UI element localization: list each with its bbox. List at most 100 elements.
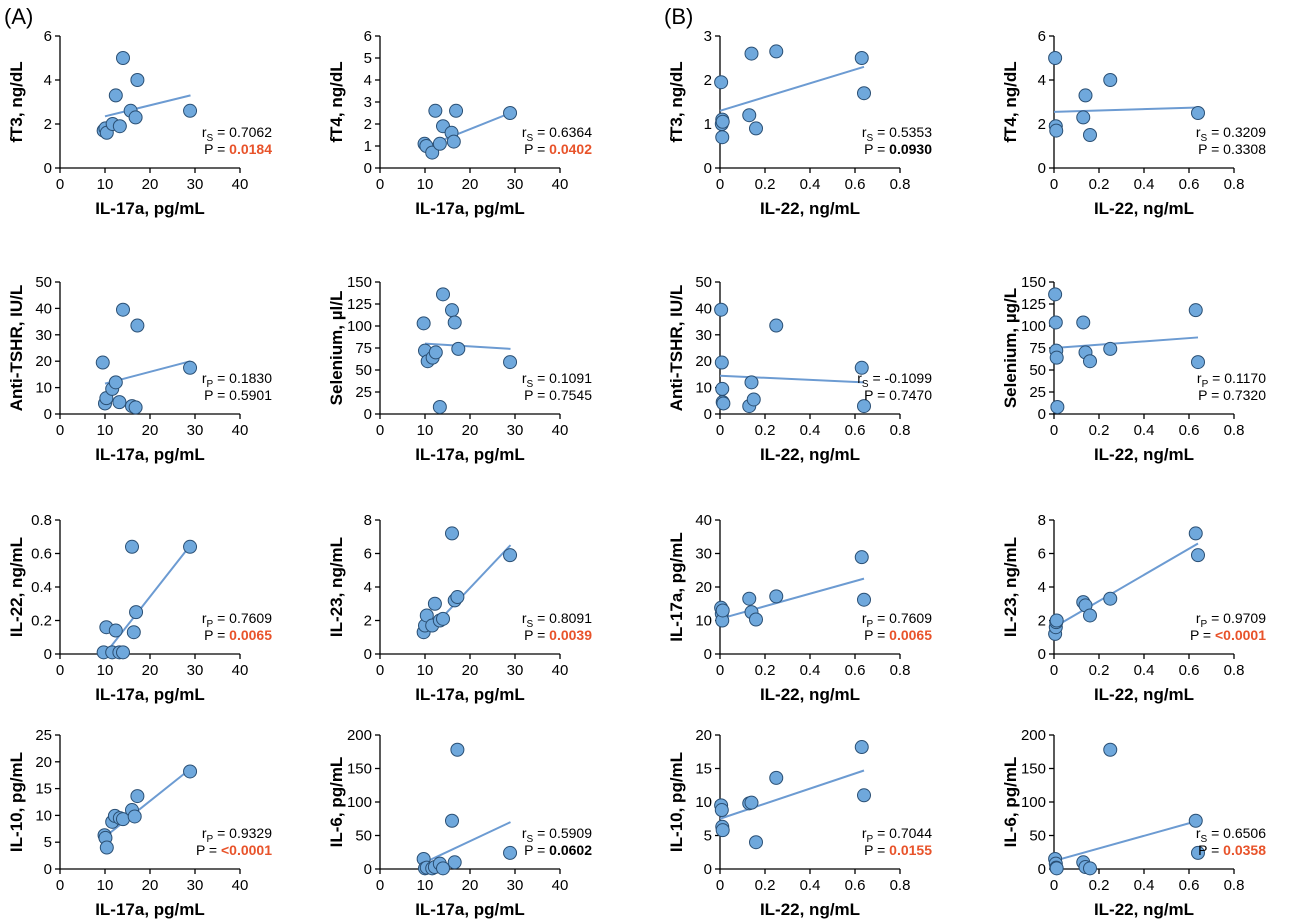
x-tick-label: 0 (56, 877, 64, 894)
scatter-plot-14: 0 10 20 30 40 0 50 100 150 200 IL-17a, pg/mL IL-6, … (327, 727, 592, 919)
x-axis-title: IL-22, ng/mL (1094, 199, 1194, 218)
data-point (716, 396, 731, 411)
data-point (130, 73, 145, 87)
y-axis-title: IL-6, pg/mL (327, 757, 346, 848)
p-prefix: P = (864, 141, 889, 157)
y-tick-label: 5 (364, 50, 372, 67)
coef-value: = 0.5353 (873, 124, 932, 140)
p-prefix: P = (864, 842, 889, 858)
correlation-coefficient: rS = 0.5909 (522, 825, 592, 845)
scatter-plot-10: 0 10 20 30 40 0 2 4 6 8 IL-17a, pg/mL IL-23, ng/mL r… (327, 512, 592, 704)
y-tick-label: 2 (364, 116, 372, 133)
p-prefix: P = (524, 387, 549, 403)
y-tick-label: 30 (35, 327, 52, 344)
x-axis-title: IL-17a, pg/mL (415, 685, 525, 704)
coef-subscript: P (1202, 379, 1209, 390)
x-axis-title: IL-22, ng/mL (760, 199, 860, 218)
x-tick-label: 30 (187, 422, 204, 439)
y-tick-label: 0 (364, 160, 372, 177)
y-tick-label: 6 (44, 28, 52, 45)
y-tick-label: 100 (347, 794, 372, 811)
data-point (425, 145, 440, 160)
data-point (1048, 287, 1063, 302)
data-point (1103, 341, 1118, 356)
coef-value: = 0.5909 (533, 825, 592, 841)
axes (55, 35, 241, 173)
scatter-plot-5: 0 10 20 30 40 0 10 20 30 40 50 IL-17a, pg/mL Anti-TS… (7, 274, 272, 464)
data-point (1103, 742, 1118, 757)
data-point (436, 861, 450, 876)
correlation-coefficient: rP = 0.1170 (1197, 370, 1266, 390)
data-point (416, 316, 431, 331)
x-tick-label: 10 (417, 877, 434, 894)
data-point (1049, 123, 1064, 138)
y-tick-label: 50 (35, 274, 52, 291)
p-number: 0.0039 (549, 627, 592, 643)
y-axis-title: IL-10, pg/mL (667, 752, 686, 852)
p-number: <0.0001 (1215, 627, 1266, 643)
data-point (857, 788, 871, 803)
data-point (1049, 861, 1064, 876)
y-tick-label: 75 (1029, 340, 1046, 357)
regression-line (719, 65, 865, 112)
y-axis-title: IL-17a, pg/mL (667, 532, 686, 642)
x-tick-label: 20 (462, 422, 479, 439)
x-tick-label: 20 (462, 176, 479, 193)
y-axis-title: fT4, ng/dL (327, 61, 346, 142)
p-prefix: P = (1198, 387, 1223, 403)
p-value: P = 0.7320 (1198, 387, 1266, 403)
data-point (116, 302, 130, 317)
data-point (715, 603, 730, 618)
y-tick-label: 20 (35, 754, 52, 771)
x-tick-label: 0 (716, 877, 724, 894)
x-tick-label: 0.8 (1224, 422, 1245, 439)
data-point (432, 136, 447, 151)
p-prefix: P = (864, 387, 889, 403)
regression-line (1053, 106, 1199, 113)
y-tick-label: 2 (704, 72, 712, 89)
y-tick-label: 6 (1038, 546, 1046, 563)
y-tick-label: 0 (44, 406, 52, 423)
y-tick-label: 2 (364, 613, 372, 630)
data-point (183, 103, 198, 118)
y-tick-label: 150 (347, 274, 372, 291)
x-axis-title: IL-17a, pg/mL (415, 199, 525, 218)
y-tick-label: 0 (44, 646, 52, 663)
panel-label-a: (A) (4, 4, 33, 29)
y-tick-label: 6 (364, 546, 372, 563)
y-tick-label: 8 (1038, 512, 1046, 529)
x-tick-label: 0.6 (845, 877, 866, 894)
p-prefix: P = (524, 141, 549, 157)
data-point (715, 130, 730, 145)
y-tick-label: 10 (35, 380, 52, 397)
coef-value: = 0.1830 (213, 370, 272, 386)
data-point (1103, 73, 1118, 87)
coef-value: = 0.7609 (873, 610, 932, 626)
y-tick-label: 15 (695, 761, 712, 778)
data-point (854, 550, 869, 565)
x-axis-title: IL-17a, pg/mL (95, 685, 205, 704)
coef-value: = -0.1099 (869, 370, 933, 386)
y-tick-label: 8 (364, 512, 372, 529)
x-tick-label: 0 (56, 422, 64, 439)
axes (375, 734, 561, 874)
x-tick-label: 0 (716, 176, 724, 193)
scatter-plot-4: 0 0.2 0.4 0.6 0.8 0 2 4 6 IL-22, ng/mL fT4, ng/dL r… (1001, 28, 1266, 218)
data-point (129, 605, 144, 620)
y-tick-label: 0 (44, 861, 52, 878)
y-tick-label: 0 (704, 861, 712, 878)
y-tick-label: 3 (704, 28, 712, 45)
axes (55, 281, 241, 419)
x-tick-label: 40 (232, 176, 249, 193)
coef-symbol: r (202, 610, 207, 626)
coef-value: = 0.6364 (533, 124, 592, 140)
x-tick-label: 10 (97, 176, 114, 193)
p-number: 0.0358 (1223, 842, 1266, 858)
p-value: P = <0.0001 (196, 842, 272, 858)
p-number: 0.7320 (1223, 387, 1266, 403)
x-tick-label: 0 (716, 662, 724, 679)
data-point (744, 46, 759, 61)
data-point (715, 823, 730, 838)
x-tick-label: 0.6 (845, 422, 866, 439)
